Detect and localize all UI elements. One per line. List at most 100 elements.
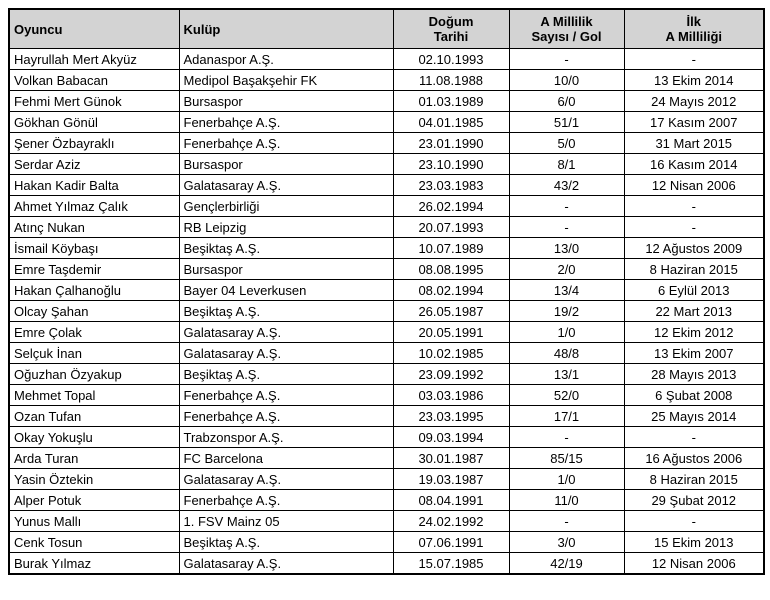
cell-first_cap: - <box>623 426 765 448</box>
table-row: Alper Potuk Fenerbahçe A.Ş. 08.04.1991 11/0… <box>8 489 765 511</box>
table-row: Emre Çolak Galatasaray A.Ş. 20.05.1991 1/0 1… <box>8 321 765 343</box>
table-row: Oğuzhan Özyakup Beşiktaş A.Ş. 23.09.1992 13… <box>8 363 765 385</box>
cell-first_cap: 8 Haziran 2015 <box>623 258 765 280</box>
cell-caps: 85/15 <box>508 447 625 469</box>
cell-caps: 13/1 <box>508 363 625 385</box>
cell-birth: 30.01.1987 <box>392 447 510 469</box>
cell-caps: - <box>508 510 625 532</box>
cell-first_cap: 16 Ağustos 2006 <box>623 447 765 469</box>
cell-first_cap: 24 Mayıs 2012 <box>623 90 765 112</box>
cell-club: Beşiktaş A.Ş. <box>178 363 394 385</box>
table-row: Atınç Nukan RB Leipzig 20.07.1993- - <box>8 216 765 238</box>
cell-first_cap: - <box>623 48 765 70</box>
cell-birth: 08.08.1995 <box>392 258 510 280</box>
cell-player: Atınç Nukan <box>8 216 180 238</box>
cell-club: Gençlerbirliği <box>178 195 394 217</box>
cell-first_cap: 6 Şubat 2008 <box>623 384 765 406</box>
cell-first_cap: 29 Şubat 2012 <box>623 489 765 511</box>
col-header-birth-date: Doğum Tarihi <box>392 8 510 49</box>
cell-caps: 42/19 <box>508 552 625 575</box>
cell-club: Bursaspor <box>178 258 394 280</box>
cell-first_cap: - <box>623 510 765 532</box>
col-header-first-cap-line1: İlk <box>686 14 701 29</box>
cell-caps: - <box>508 216 625 238</box>
cell-club: Galatasaray A.Ş. <box>178 468 394 490</box>
table-row: Yasin Öztekin Galatasaray A.Ş. 19.03.1987 1… <box>8 468 765 490</box>
col-header-caps-line2: Sayısı / Gol <box>531 29 602 44</box>
cell-birth: 04.01.1985 <box>392 111 510 133</box>
cell-player: Yasin Öztekin <box>8 468 180 490</box>
cell-club: Trabzonspor A.Ş. <box>178 426 394 448</box>
cell-club: 1. FSV Mainz 05 <box>178 510 394 532</box>
table-row: Selçuk İnan Galatasaray A.Ş. 10.02.1985 48/… <box>8 342 765 364</box>
cell-caps: 13/0 <box>508 237 625 259</box>
cell-caps: 3/0 <box>508 531 625 553</box>
cell-club: Beşiktaş A.Ş. <box>178 237 394 259</box>
table-row: Burak Yılmaz Galatasaray A.Ş. 15.07.1985 42… <box>8 552 765 575</box>
cell-birth: 23.10.1990 <box>392 153 510 175</box>
cell-birth: 10.07.1989 <box>392 237 510 259</box>
table-row: Olcay Şahan Beşiktaş A.Ş. 26.05.1987 19/2 22… <box>8 300 765 322</box>
cell-birth: 23.09.1992 <box>392 363 510 385</box>
cell-club: Adanaspor A.Ş. <box>178 48 394 70</box>
col-header-caps-line1: A Millilik <box>540 14 593 29</box>
table-row: Yunus Mallı 1. FSV Mainz 05 24.02.1992- - <box>8 510 765 532</box>
cell-first_cap: 16 Kasım 2014 <box>623 153 765 175</box>
cell-birth: 23.01.1990 <box>392 132 510 154</box>
cell-player: Alper Potuk <box>8 489 180 511</box>
table-row: Okay Yokuşlu Trabzonspor A.Ş. 09.03.1994- - <box>8 426 765 448</box>
cell-club: Fenerbahçe A.Ş. <box>178 405 394 427</box>
cell-club: Fenerbahçe A.Ş. <box>178 111 394 133</box>
cell-birth: 03.03.1986 <box>392 384 510 406</box>
cell-first_cap: - <box>623 216 765 238</box>
table-row: Hakan Çalhanoğlu Bayer 04 Leverkusen 08.02… <box>8 279 765 301</box>
cell-club: RB Leipzig <box>178 216 394 238</box>
cell-club: Bursaspor <box>178 90 394 112</box>
cell-birth: 19.03.1987 <box>392 468 510 490</box>
cell-player: Ahmet Yılmaz Çalık <box>8 195 180 217</box>
cell-club: Fenerbahçe A.Ş. <box>178 384 394 406</box>
cell-player: Emre Çolak <box>8 321 180 343</box>
cell-birth: 23.03.1995 <box>392 405 510 427</box>
cell-first_cap: 12 Ekim 2012 <box>623 321 765 343</box>
table-row: Ahmet Yılmaz Çalık Gençlerbirliği 26.02.19… <box>8 195 765 217</box>
cell-first_cap: 6 Eylül 2013 <box>623 279 765 301</box>
cell-player: Yunus Mallı <box>8 510 180 532</box>
table-row: İsmail Köybaşı Beşiktaş A.Ş. 10.07.1989 13/… <box>8 237 765 259</box>
cell-club: Fenerbahçe A.Ş. <box>178 132 394 154</box>
cell-caps: - <box>508 195 625 217</box>
cell-club: Fenerbahçe A.Ş. <box>178 489 394 511</box>
cell-birth: 07.06.1991 <box>392 531 510 553</box>
cell-club: FC Barcelona <box>178 447 394 469</box>
table-row: Şener Özbayraklı Fenerbahçe A.Ş. 23.01.199… <box>8 132 765 154</box>
cell-caps: 48/8 <box>508 342 625 364</box>
col-header-birth-line1: Doğum <box>428 14 474 29</box>
cell-birth: 01.03.1989 <box>392 90 510 112</box>
cell-player: Hakan Kadir Balta <box>8 174 180 196</box>
cell-caps: 17/1 <box>508 405 625 427</box>
cell-first_cap: 12 Nisan 2006 <box>623 174 765 196</box>
cell-birth: 24.02.1992 <box>392 510 510 532</box>
cell-caps: 51/1 <box>508 111 625 133</box>
cell-birth: 20.07.1993 <box>392 216 510 238</box>
table-row: Ozan Tufan Fenerbahçe A.Ş. 23.03.1995 17/1 2… <box>8 405 765 427</box>
cell-caps: 11/0 <box>508 489 625 511</box>
cell-player: Hakan Çalhanoğlu <box>8 279 180 301</box>
cell-first_cap: - <box>623 195 765 217</box>
cell-player: Burak Yılmaz <box>8 552 180 575</box>
cell-player: Olcay Şahan <box>8 300 180 322</box>
cell-birth: 08.04.1991 <box>392 489 510 511</box>
cell-caps: 52/0 <box>508 384 625 406</box>
col-header-birth-line2: Tarihi <box>433 29 469 44</box>
cell-player: Okay Yokuşlu <box>8 426 180 448</box>
cell-player: Şener Özbayraklı <box>8 132 180 154</box>
cell-first_cap: 31 Mart 2015 <box>623 132 765 154</box>
cell-birth: 08.02.1994 <box>392 279 510 301</box>
table-row: Serdar Aziz Bursaspor 23.10.1990 8/1 16 Kası… <box>8 153 765 175</box>
col-header-caps-goals: A Millilik Sayısı / Gol <box>508 8 625 49</box>
cell-club: Galatasaray A.Ş. <box>178 552 394 575</box>
cell-caps: 1/0 <box>508 321 625 343</box>
table-row: Mehmet Topal Fenerbahçe A.Ş. 03.03.1986 52/… <box>8 384 765 406</box>
cell-first_cap: 22 Mart 2013 <box>623 300 765 322</box>
